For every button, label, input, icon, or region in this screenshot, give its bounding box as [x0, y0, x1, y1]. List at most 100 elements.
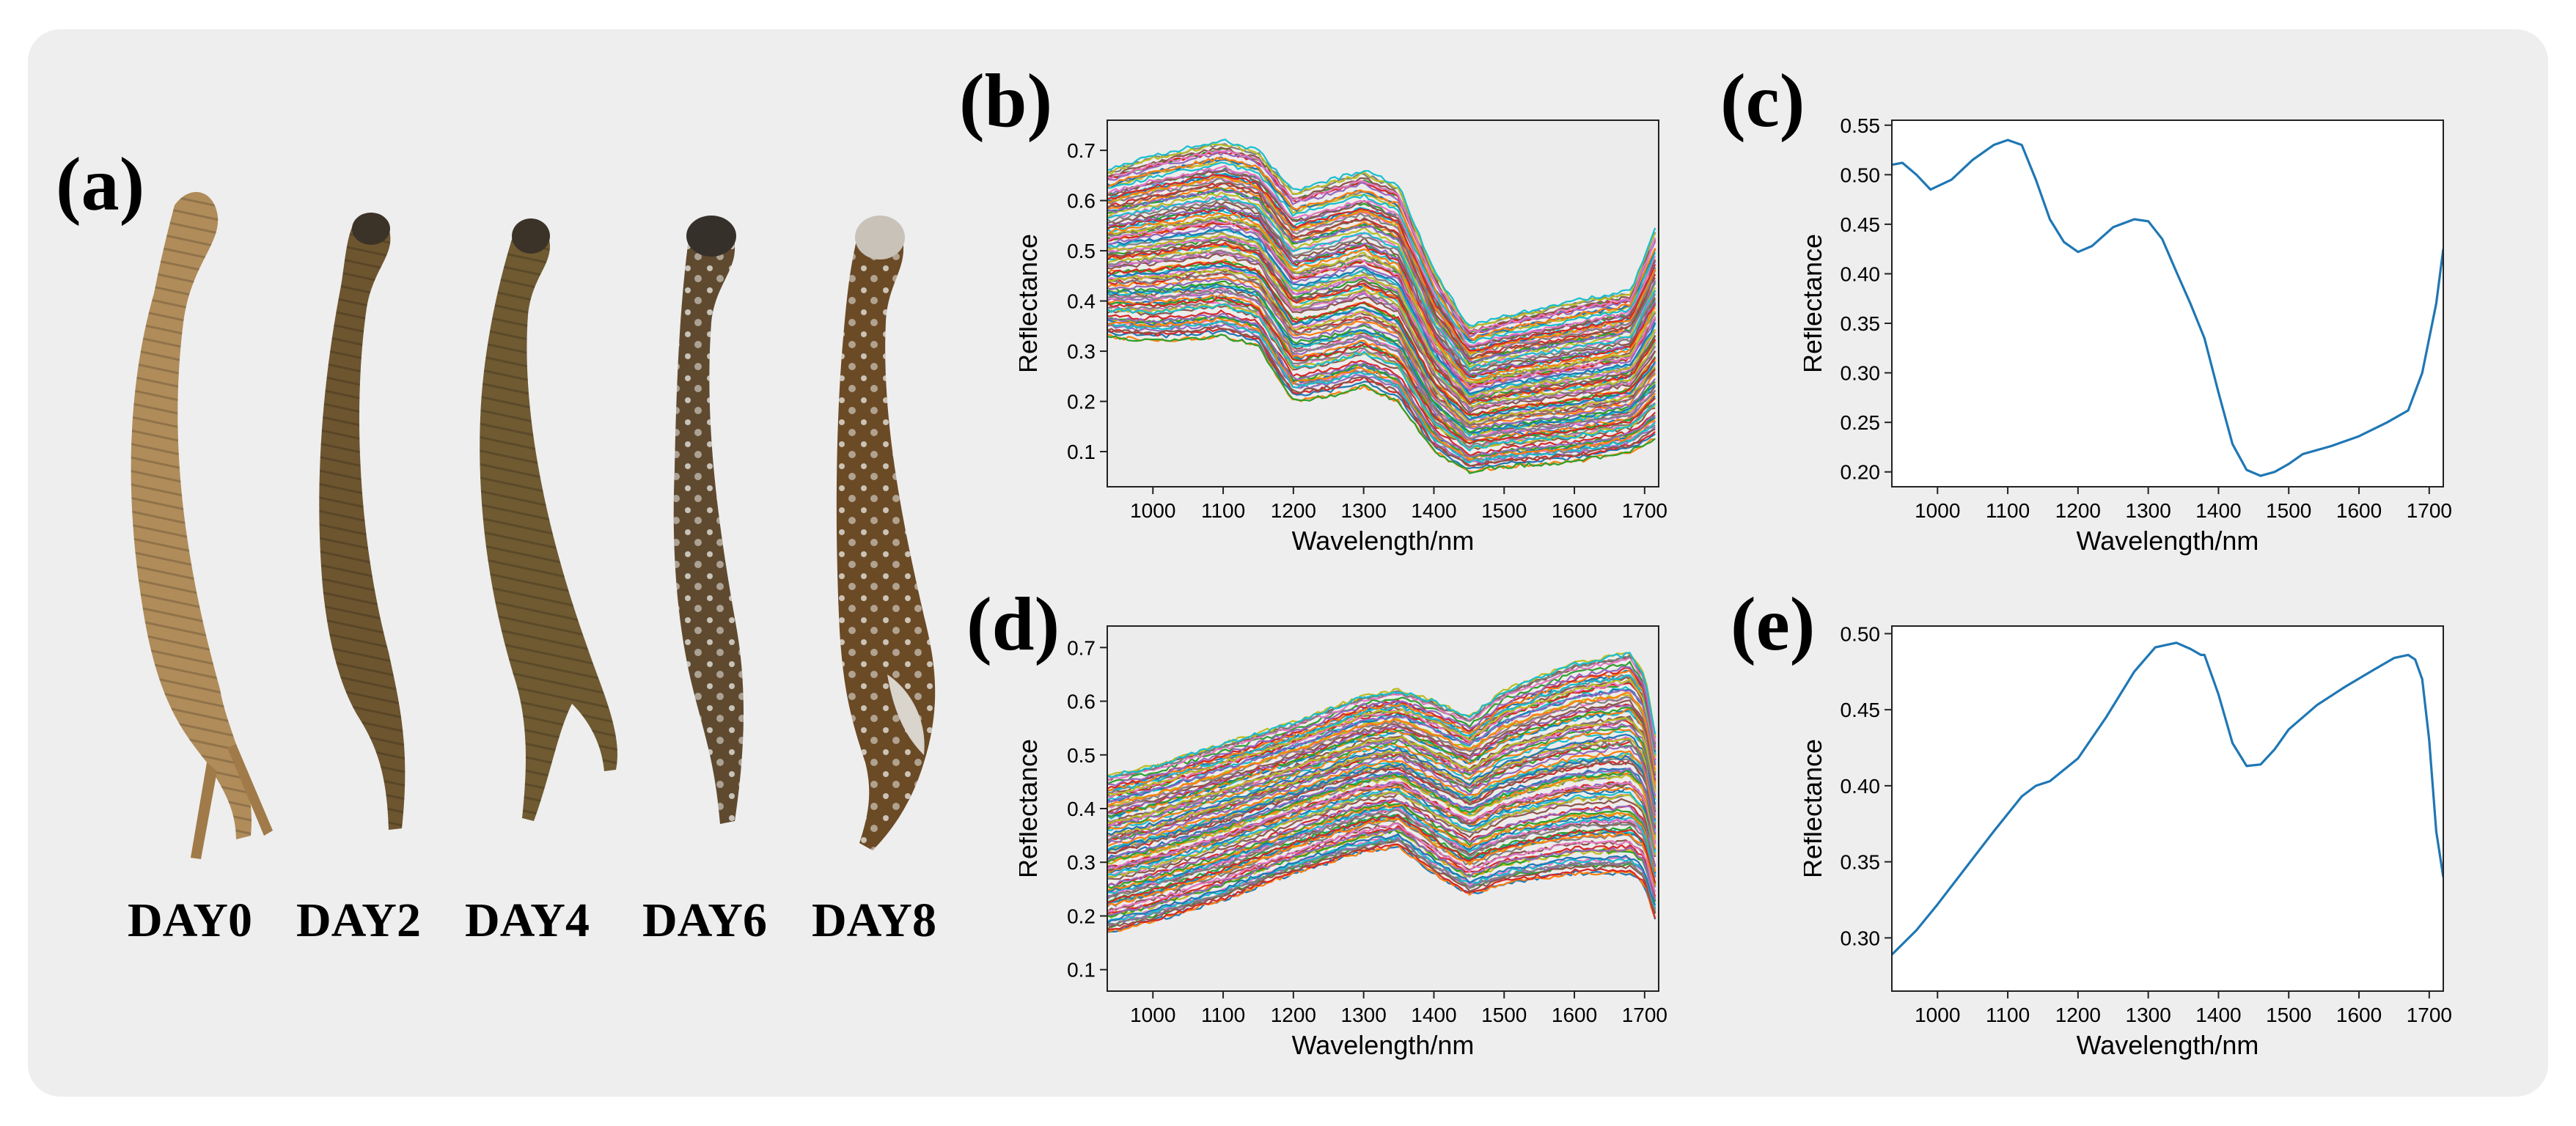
y-tick-label: 0.50: [1841, 622, 1881, 645]
root-day4: [480, 218, 617, 821]
x-tick-label: 1100: [1201, 1004, 1245, 1026]
spectrum-line: [1107, 253, 1656, 414]
spectrum-line: [1107, 201, 1656, 372]
spectrum-line: [1107, 703, 1656, 814]
mean-spectrum-line: [1892, 641, 2443, 956]
root-day2: [319, 213, 406, 830]
y-tick-label: 0.6: [1067, 691, 1096, 713]
spectrum-line: [1107, 150, 1656, 333]
y-tick-label: 0.3: [1067, 340, 1096, 363]
spectrum-line: [1107, 780, 1656, 871]
x-tick-label: 1300: [2126, 499, 2171, 522]
y-tick-label: 0.5: [1067, 240, 1096, 262]
spectrum-line: [1107, 182, 1656, 360]
spectrum-line: [1107, 176, 1656, 356]
spectrum-line: [1107, 751, 1656, 851]
spectrum-line: [1107, 177, 1656, 358]
spectrum-line: [1107, 325, 1656, 467]
x-tick-label: 1200: [2055, 499, 2101, 522]
panel-label-e: (e): [1731, 582, 1816, 666]
spectrum-line: [1107, 669, 1656, 792]
spectrum-line: [1107, 227, 1656, 395]
spectrum-line: [1107, 276, 1656, 428]
spectrum-line: [1107, 327, 1656, 467]
spectrum-line: [1107, 813, 1656, 903]
spectrum-line: [1107, 769, 1656, 864]
spectrum-line: [1107, 173, 1656, 354]
y-tick-label: 0.6: [1067, 190, 1096, 213]
spectrum-line: [1107, 212, 1656, 381]
spectrum-line: [1107, 268, 1656, 424]
spectrum-line: [1107, 156, 1656, 341]
spectrum-line: [1107, 688, 1656, 804]
spectrum-line: [1107, 652, 1656, 779]
chart-b-raw-spectra: 1000 1100 1200 1300 1400 1500 1600 1700 0.1 0.2 0.…: [1019, 119, 1667, 556]
spectrum-line: [1107, 728, 1656, 830]
x-axis-label: Wavelength/nm: [2077, 526, 2259, 556]
chart-c-mean-spectrum: 1000 1100 1200 1300 1400 1500 1600 1700 0.20 0.25…: [1804, 114, 2452, 556]
chart-e-mean-preprocessed: 1000 1100 1200 1300 1400 1500 1600 1700 0.30 0.35…: [1804, 622, 2452, 1060]
y-tick-label: 0.40: [1841, 262, 1881, 285]
spectrum-line: [1107, 678, 1656, 796]
y-tick-label: 0.3: [1067, 851, 1096, 874]
y-axis-label: Reflectance: [1019, 234, 1043, 373]
day-label-4: DAY4: [465, 894, 590, 947]
spectrum-line: [1107, 844, 1656, 932]
x-axis-label: Wavelength/nm: [1292, 1030, 1475, 1060]
spectrum-line: [1107, 188, 1656, 363]
spectrum-line: [1107, 173, 1656, 352]
y-tick-label: 0.55: [1841, 114, 1881, 137]
spectrum-line: [1107, 313, 1656, 457]
spectrum-line: [1107, 827, 1656, 916]
spectrum-line: [1107, 169, 1656, 347]
x-tick-label: 1500: [1481, 499, 1527, 522]
spectrum-line: [1107, 198, 1656, 373]
y-tick-label: 0.35: [1841, 851, 1881, 874]
spectrum-line: [1107, 815, 1656, 905]
x-tick-label: 1000: [1130, 1004, 1175, 1026]
x-axis-label: Wavelength/nm: [1292, 526, 1475, 556]
spectrum-line: [1107, 194, 1656, 371]
spectrum-line: [1107, 843, 1656, 931]
x-tick-label: 1700: [2407, 1004, 2452, 1026]
x-tick-label: 1500: [1481, 1004, 1527, 1026]
spectrum-line: [1107, 224, 1656, 392]
spectrum-line: [1107, 182, 1656, 359]
y-tick-label: 0.25: [1841, 411, 1881, 434]
spectrum-line: [1107, 836, 1656, 927]
x-tick-label: 1100: [1201, 499, 1245, 522]
x-tick-label: 1700: [2407, 499, 2452, 522]
y-tick-label: 0.1: [1067, 959, 1096, 982]
y-tick-label: 0.7: [1067, 636, 1096, 659]
panel-label-a: (a): [56, 142, 145, 227]
x-tick-label: 1000: [1915, 499, 1960, 522]
spectrum-line: [1107, 260, 1656, 416]
spectrum-line: [1107, 272, 1656, 427]
x-tick-label: 1300: [1341, 499, 1387, 522]
y-tick-label: 0.4: [1067, 290, 1096, 313]
panel-label-d: (d): [966, 582, 1060, 666]
spectrum-line: [1107, 314, 1656, 459]
day-label-8: DAY8: [812, 894, 936, 947]
spectrum-line: [1107, 191, 1656, 368]
spectrum-line: [1107, 699, 1656, 814]
spectrum-line: [1107, 786, 1656, 874]
panel-label-b: (b): [959, 59, 1053, 143]
x-tick-label: 1300: [1341, 1004, 1387, 1026]
spectrum-line: [1107, 716, 1656, 824]
plot-frame: [1107, 119, 1659, 487]
x-tick-label: 1100: [1986, 499, 2030, 522]
spectrum-line: [1107, 238, 1656, 404]
series-group: [1107, 139, 1656, 474]
spectrum-line: [1107, 801, 1656, 889]
y-tick-label: 0.30: [1841, 362, 1881, 385]
root-day0: [131, 191, 273, 859]
spectrum-line: [1107, 710, 1656, 820]
y-tick-label: 0.7: [1067, 139, 1096, 162]
spectrum-line: [1107, 837, 1656, 925]
spectrum-line: [1107, 139, 1656, 327]
ginseng-roots-photo: [131, 191, 936, 859]
y-tick-label: 0.1: [1067, 441, 1096, 463]
panel-label-c: (c): [1720, 59, 1805, 143]
plot-area: [1892, 120, 2443, 487]
